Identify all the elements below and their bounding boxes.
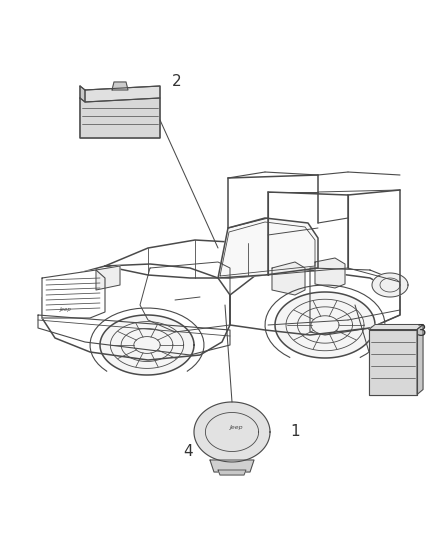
Polygon shape xyxy=(210,460,254,472)
Polygon shape xyxy=(42,270,105,318)
Text: 2: 2 xyxy=(172,75,182,90)
Polygon shape xyxy=(42,264,230,360)
Polygon shape xyxy=(369,325,423,329)
Polygon shape xyxy=(105,240,310,278)
Polygon shape xyxy=(38,315,230,355)
Polygon shape xyxy=(372,273,408,297)
Polygon shape xyxy=(417,325,423,394)
Polygon shape xyxy=(272,262,305,295)
Polygon shape xyxy=(100,315,194,375)
Text: Jeep: Jeep xyxy=(229,425,243,431)
Polygon shape xyxy=(112,82,128,90)
Polygon shape xyxy=(369,329,417,394)
Polygon shape xyxy=(96,266,120,290)
Polygon shape xyxy=(310,268,400,335)
Text: 1: 1 xyxy=(290,424,300,440)
Polygon shape xyxy=(230,268,400,335)
Polygon shape xyxy=(218,218,318,278)
Polygon shape xyxy=(218,470,246,475)
Text: 3: 3 xyxy=(417,325,427,340)
Polygon shape xyxy=(80,98,160,138)
Polygon shape xyxy=(80,86,85,102)
Text: 4: 4 xyxy=(183,445,193,459)
Polygon shape xyxy=(194,402,270,462)
Polygon shape xyxy=(275,292,375,358)
Text: Jeep: Jeep xyxy=(60,308,72,312)
Polygon shape xyxy=(85,86,160,102)
Polygon shape xyxy=(315,258,345,288)
